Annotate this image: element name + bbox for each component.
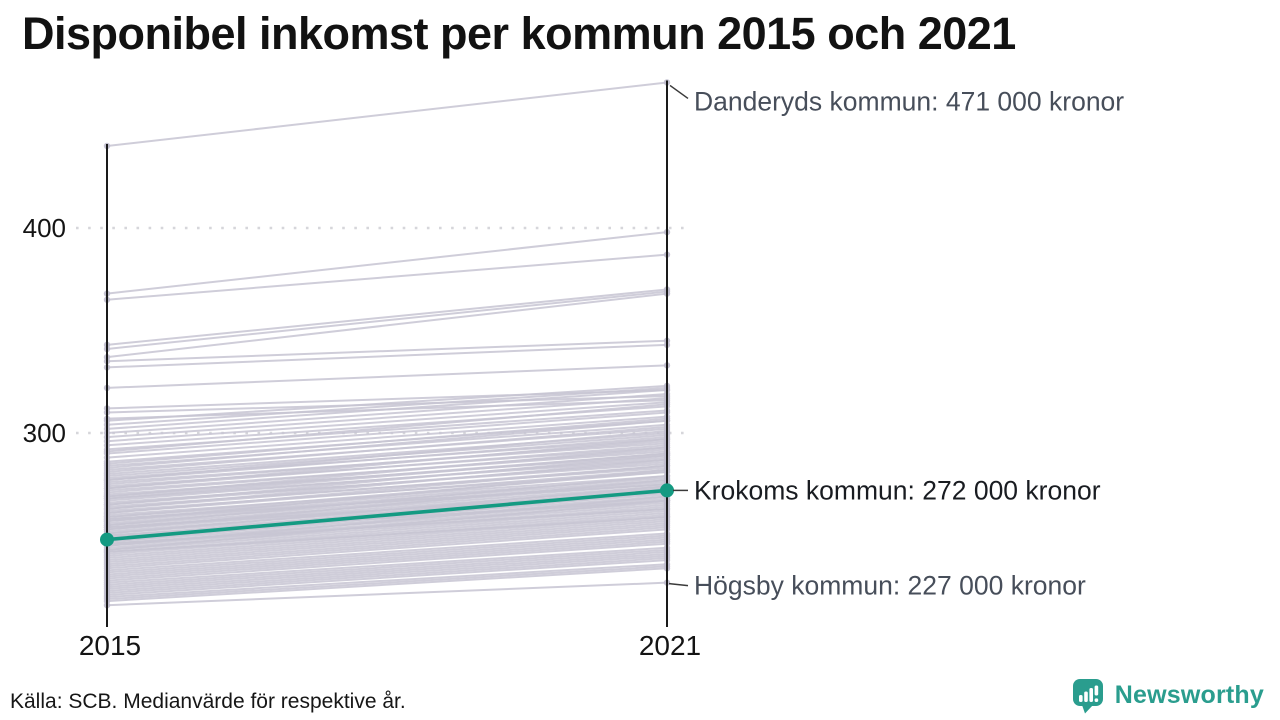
newsworthy-logo: Newsworthy: [1071, 677, 1264, 714]
slope-line: [106, 253, 668, 301]
slope-line: [106, 532, 668, 572]
slope-line: [106, 538, 668, 578]
slope-line: [106, 555, 668, 592]
slope-line: [106, 491, 668, 543]
slope-line: [106, 417, 668, 465]
slope-line: [106, 552, 668, 590]
slope-line: [106, 485, 668, 535]
slope-line: [106, 393, 668, 434]
slope-line: [106, 395, 668, 414]
newsworthy-bar-chart-icon: [1072, 679, 1103, 714]
slope-line: [106, 456, 668, 502]
slope-line: [106, 388, 668, 430]
annotation-leader-2: [668, 582, 689, 587]
slope-line: [106, 454, 668, 506]
slope-line: [106, 514, 668, 555]
slope-line: [106, 485, 668, 527]
slope-line: [106, 546, 668, 584]
slope-line: [106, 231, 668, 295]
slope-line: [106, 401, 668, 443]
y-tick-label-400: 400: [23, 213, 66, 243]
slope-line: [106, 411, 668, 455]
slope-line: [106, 419, 668, 469]
newsworthy-wordmark: Newsworthy: [1114, 681, 1264, 709]
slope-line: [106, 423, 668, 467]
annotation-label-2: Högsby kommun: 227 000 kronor: [694, 571, 1086, 601]
slope-line: [106, 540, 668, 580]
highlight-dot-2015: [100, 532, 114, 547]
slope-line: [106, 290, 668, 350]
slope-line: [106, 509, 668, 551]
slope-line: [106, 505, 668, 547]
slope-line: [106, 499, 668, 551]
slope-line: [106, 343, 668, 369]
annotation-leader-0: [669, 84, 689, 100]
slope-line: [106, 542, 668, 582]
slope-line: [106, 567, 668, 603]
slope-line: [106, 468, 668, 514]
slope-line: [106, 548, 668, 586]
x-axis-label-2021: 2021: [639, 630, 701, 661]
slope-line: [106, 475, 668, 527]
slope-line: [106, 292, 668, 359]
slope-line: [106, 384, 668, 422]
source-note: Källa: SCB. Medianvärde för respektive å…: [10, 690, 406, 713]
annotation-label-1: Krokoms kommun: 272 000 kronor: [694, 475, 1101, 505]
slope-line: [106, 581, 668, 607]
x-axis-label-2015: 2015: [79, 630, 141, 661]
slope-line: [106, 487, 668, 539]
slope-line: [106, 563, 668, 598]
slope-line: [106, 448, 668, 494]
chart-title: Disponibel inkomst per kommun 2015 och 2…: [22, 8, 1016, 59]
slope-line: [106, 536, 668, 576]
slope-line: [106, 339, 668, 363]
slope-line: [106, 550, 668, 588]
slope-line: [106, 458, 668, 510]
slope-line: [106, 524, 668, 566]
slope-line: [106, 528, 668, 570]
slope-line: [106, 388, 668, 410]
slope-line: [106, 386, 668, 426]
slope-line: [106, 460, 668, 506]
slope-line: [106, 438, 668, 490]
slope-line: [106, 452, 668, 500]
highlight-line-krokom: [106, 488, 668, 542]
slope-line: [106, 557, 668, 594]
slope-line: [106, 429, 668, 482]
highlight-dot-2021: [660, 483, 674, 498]
slope-line: [106, 520, 668, 562]
slope-line: [106, 444, 668, 490]
slope-line: [106, 440, 668, 486]
slope-line: [106, 446, 668, 498]
slope-line: [106, 364, 668, 389]
slope-line: [106, 479, 668, 531]
slope-line: [106, 425, 668, 473]
annotation-label-0: Danderyds kommun: 471 000 kronor: [694, 86, 1124, 116]
slope-line: [106, 470, 668, 519]
slope-line: [106, 415, 668, 459]
slope-line: [106, 534, 668, 574]
slope-line: [106, 397, 668, 439]
slope-line: [106, 468, 668, 523]
slope-line: [106, 403, 668, 453]
slope-line: [106, 288, 668, 346]
slope-line: [106, 565, 668, 601]
slope-line: [106, 436, 668, 482]
slope-line: [106, 495, 668, 547]
slope-line: [106, 518, 668, 560]
slope-line: [106, 81, 668, 147]
slope-line: [106, 516, 668, 557]
slope-line: [106, 522, 668, 564]
slope-line: [106, 526, 668, 568]
y-tick-label-300: 300: [23, 418, 66, 448]
slope-line: [106, 559, 668, 596]
